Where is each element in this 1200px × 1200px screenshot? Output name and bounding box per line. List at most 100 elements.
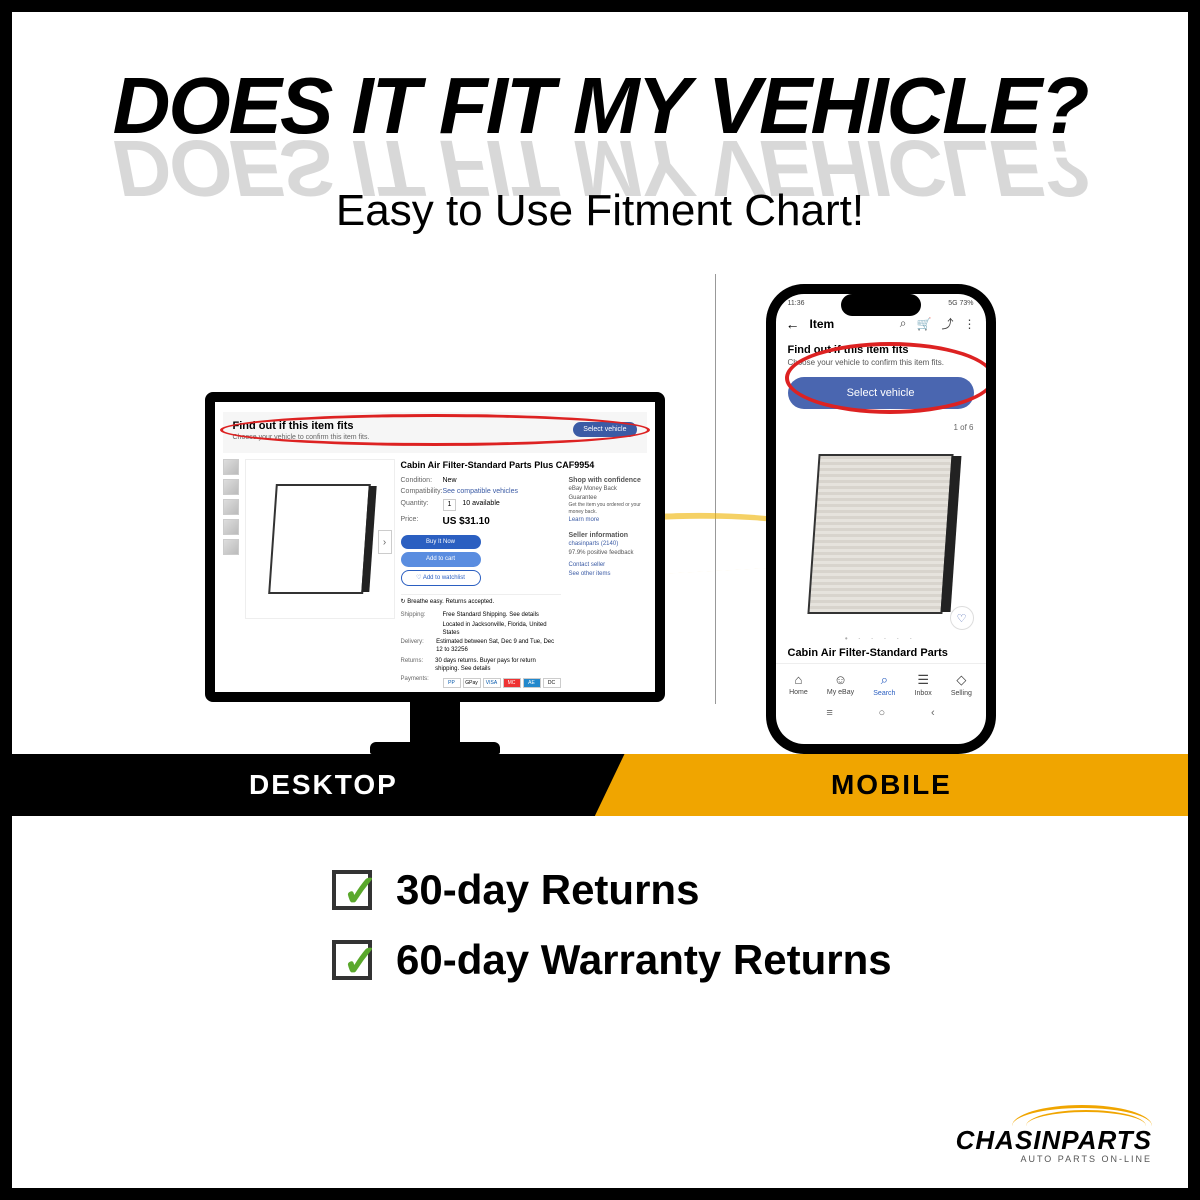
benefits-list: ✓ 30-day Returns ✓ 60-day Warranty Retur… xyxy=(12,866,1188,984)
checkmark-icon: ✓ xyxy=(342,866,379,917)
shipping-location: Located in Jacksonville, Florida, United… xyxy=(443,621,561,638)
product-image-mobile: ♡ xyxy=(776,434,986,634)
favorite-heart-icon[interactable]: ♡ xyxy=(950,606,974,630)
mobile-device: 11:36 5G 73% ← Item ⌕ 🛒 ⤴ ⋮ Find out if … xyxy=(766,284,996,754)
contact-seller-link[interactable]: Contact seller xyxy=(569,561,647,569)
breathe-easy-text: ↻ Breathe easy. Returns accepted. xyxy=(401,598,561,606)
monitor-base xyxy=(370,742,500,754)
shipping-value: Free Standard Shipping. See details xyxy=(443,611,539,619)
price-label: Price: xyxy=(401,515,437,529)
nav-myebay[interactable]: ☺My eBay xyxy=(827,672,854,697)
android-nav-bar: ≡ ○ ‹ xyxy=(776,701,986,723)
desktop-device: Find out if this item fits Choose your v… xyxy=(205,392,665,754)
nav-selling[interactable]: ◇Selling xyxy=(951,672,972,697)
shipping-label: Shipping: xyxy=(401,611,437,619)
home-icon: ⌂ xyxy=(794,672,802,687)
carousel-dots: • · · · · · xyxy=(776,634,986,643)
search-nav-icon: ⌕ xyxy=(881,672,888,688)
condition-label: Condition: xyxy=(401,476,437,486)
desktop-label: DESKTOP xyxy=(12,754,635,816)
checkmark-icon: ✓ xyxy=(342,936,379,987)
thumbnail[interactable] xyxy=(223,539,239,555)
seller-name[interactable]: chasinparts (2140) xyxy=(569,540,647,548)
price-value: US $31.10 xyxy=(443,515,490,529)
delivery-value: Estimated between Sat, Dec 9 and Tue, De… xyxy=(436,638,560,655)
more-icon[interactable]: ⋮ xyxy=(964,317,976,331)
checkbox-icon: ✓ xyxy=(332,940,372,980)
product-info-column: Cabin Air Filter-Standard Parts Plus CAF… xyxy=(401,459,647,690)
nav-home[interactable]: ⌂Home xyxy=(789,672,808,697)
status-network: 5G 73% xyxy=(948,300,973,307)
buy-now-button[interactable]: Buy It Now xyxy=(401,535,481,549)
recent-apps-icon[interactable]: ≡ xyxy=(826,707,832,719)
benefit-60day: ✓ 60-day Warranty Returns xyxy=(332,936,892,984)
cart-icon[interactable]: 🛒 xyxy=(917,317,932,331)
devices-row: Find out if this item fits Choose your v… xyxy=(12,264,1188,754)
compat-link[interactable]: See compatible vehicles xyxy=(443,487,519,497)
qty-input[interactable]: 1 xyxy=(443,499,457,511)
qty-label: Quantity: xyxy=(401,499,437,511)
watchlist-button[interactable]: ♡ Add to watchlist xyxy=(401,570,481,586)
bottom-nav: ⌂Home ☺My eBay ⌕Search ☰Inbox ◇Selling xyxy=(776,663,986,701)
cabin-filter-illustration xyxy=(268,484,371,594)
back-arrow-icon[interactable]: ← xyxy=(786,316,800,332)
thumbnail[interactable] xyxy=(223,459,239,475)
guarantee-text: eBay Money Back Guarantee xyxy=(569,485,647,502)
image-counter: 1 of 6 xyxy=(776,421,986,434)
thumbnail-strip xyxy=(223,459,239,690)
returns-value: 30 days returns. Buyer pays for return s… xyxy=(435,657,560,674)
product-title: Cabin Air Filter-Standard Parts Plus CAF… xyxy=(401,459,647,472)
learn-more-link[interactable]: Learn more xyxy=(569,516,647,524)
phone-notch xyxy=(841,294,921,316)
thumbnail[interactable] xyxy=(223,479,239,495)
qty-available: 10 available xyxy=(462,499,499,511)
back-button-icon[interactable]: ‹ xyxy=(931,707,935,719)
bell-icon: ☰ xyxy=(917,672,929,688)
benefit-text: 60-day Warranty Returns xyxy=(396,936,892,984)
status-time: 11:36 xyxy=(788,300,805,307)
headline-reflection: DOES IT FIT MY VEHICLE? xyxy=(12,122,1188,214)
nav-inbox[interactable]: ☰Inbox xyxy=(915,672,932,697)
cabin-filter-illustration xyxy=(807,454,953,614)
red-highlight-ellipse xyxy=(220,414,650,446)
user-icon: ☺ xyxy=(834,672,847,687)
checkbox-icon: ✓ xyxy=(332,870,372,910)
guarantee-detail: Get the item you ordered or your money b… xyxy=(569,502,647,516)
compat-label: Compatibility: xyxy=(401,487,437,497)
delivery-label: Delivery: xyxy=(401,638,431,655)
add-to-cart-button[interactable]: Add to cart xyxy=(401,552,481,566)
topbar-title: Item xyxy=(810,317,890,331)
home-button-icon[interactable]: ○ xyxy=(879,707,886,719)
desktop-listing-body: › Cabin Air Filter-Standard Parts Plus C… xyxy=(215,453,655,696)
desktop-screen: Find out if this item fits Choose your v… xyxy=(205,392,665,702)
benefit-30day: ✓ 30-day Returns xyxy=(332,866,699,914)
phone-screen: 11:36 5G 73% ← Item ⌕ 🛒 ⤴ ⋮ Find out if … xyxy=(776,294,986,744)
returns-label: Returns: xyxy=(401,657,430,674)
red-highlight-ellipse xyxy=(785,342,986,414)
seller-feedback: 97.9% positive feedback xyxy=(569,549,647,557)
tag-icon: ◇ xyxy=(956,672,966,688)
mobile-label: MOBILE xyxy=(595,754,1188,816)
payments-label: Payments: xyxy=(401,675,437,688)
logo-swoosh-icon xyxy=(1002,1099,1152,1125)
product-image-main: › xyxy=(245,459,395,619)
next-image-arrow[interactable]: › xyxy=(378,530,392,554)
payment-icons: PPGPayVISAMCAEDC xyxy=(443,678,561,688)
seller-info-heading: Seller information xyxy=(569,531,647,541)
thumbnail[interactable] xyxy=(223,499,239,515)
product-title-mobile: Cabin Air Filter-Standard Parts xyxy=(776,643,986,659)
platform-label-bar: DESKTOP MOBILE xyxy=(12,754,1188,816)
shop-confidence-heading: Shop with confidence xyxy=(569,476,647,486)
vertical-divider xyxy=(715,274,716,704)
brand-logo: CHASINPARTS AUTO PARTS ON-LINE xyxy=(956,1099,1152,1164)
phone-body: 11:36 5G 73% ← Item ⌕ 🛒 ⤴ ⋮ Find out if … xyxy=(766,284,996,754)
thumbnail[interactable] xyxy=(223,519,239,535)
nav-search[interactable]: ⌕Search xyxy=(873,672,895,697)
brand-name: CHASINPARTS xyxy=(956,1125,1152,1156)
search-icon[interactable]: ⌕ xyxy=(900,316,907,331)
share-icon[interactable]: ⤴ xyxy=(941,315,953,332)
see-other-items-link[interactable]: See other items xyxy=(569,570,647,578)
condition-value: New xyxy=(443,476,457,486)
monitor-stand xyxy=(410,702,460,742)
benefit-text: 30-day Returns xyxy=(396,866,699,914)
